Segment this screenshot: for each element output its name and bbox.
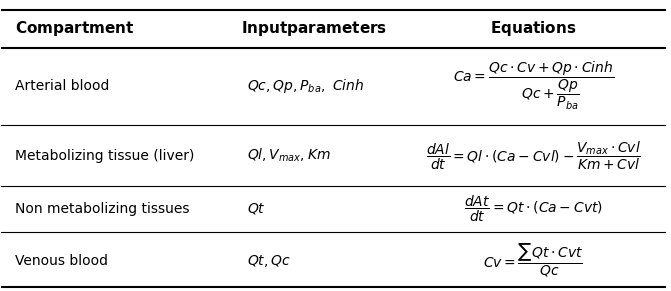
Text: $\mathbf{Compartment}$: $\mathbf{Compartment}$ [15,19,134,38]
Text: Non metabolizing tissues: Non metabolizing tissues [15,202,189,216]
Text: $Qt$: $Qt$ [248,201,266,217]
Text: Venous blood: Venous blood [15,254,107,268]
Text: $Qc, Qp, P_{ba},\ Cinh$: $Qc, Qp, P_{ba},\ Cinh$ [248,77,364,95]
Text: $\dfrac{dAl}{dt} = Ql \cdot \left(Ca - Cvl\right) - \dfrac{V_{max} \cdot Cvl}{Km: $\dfrac{dAl}{dt} = Ql \cdot \left(Ca - C… [425,139,641,172]
Text: $\dfrac{dAt}{dt} = Qt \cdot \left(Ca - Cvt\right)$: $\dfrac{dAt}{dt} = Qt \cdot \left(Ca - C… [464,194,603,224]
Text: $Cv = \dfrac{\sum Qt \cdot Cvt}{Qc}$: $Cv = \dfrac{\sum Qt \cdot Cvt}{Qc}$ [483,242,583,279]
Text: Metabolizing tissue (liver): Metabolizing tissue (liver) [15,149,194,163]
Text: $Qt, Qc$: $Qt, Qc$ [248,253,291,269]
Text: $\mathbf{Equations}$: $\mathbf{Equations}$ [490,19,576,38]
Text: Arterial blood: Arterial blood [15,79,109,93]
Text: $\mathbf{Input parameters}$: $\mathbf{Input parameters}$ [241,19,387,38]
Text: $Ca = \dfrac{Qc \cdot Cv + Qp \cdot Cinh}{Qc + \dfrac{Qp}{P_{ba}}}$: $Ca = \dfrac{Qc \cdot Cv + Qp \cdot Cinh… [452,60,614,112]
Text: $Ql, V_{max}, Km$: $Ql, V_{max}, Km$ [248,147,331,164]
